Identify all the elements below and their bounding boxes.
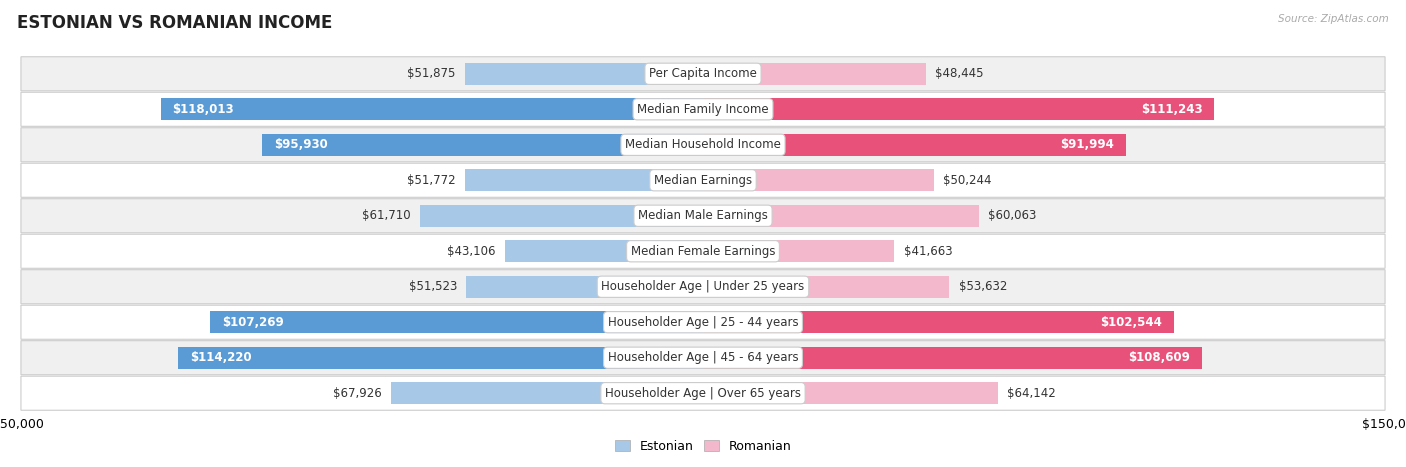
Text: ESTONIAN VS ROMANIAN INCOME: ESTONIAN VS ROMANIAN INCOME [17, 14, 332, 32]
Text: Householder Age | Under 25 years: Householder Age | Under 25 years [602, 280, 804, 293]
Bar [703, 98, 1213, 120]
FancyBboxPatch shape [21, 234, 1385, 268]
Text: $67,926: $67,926 [333, 387, 382, 400]
Bar [160, 98, 703, 120]
Text: Householder Age | Over 65 years: Householder Age | Over 65 years [605, 387, 801, 400]
Text: $48,445: $48,445 [935, 67, 983, 80]
Bar [703, 134, 1126, 156]
FancyBboxPatch shape [21, 305, 1385, 339]
Bar [703, 169, 934, 191]
Text: $41,663: $41,663 [904, 245, 952, 258]
FancyBboxPatch shape [21, 341, 1385, 375]
Text: Per Capita Income: Per Capita Income [650, 67, 756, 80]
Bar [467, 276, 703, 298]
Bar [179, 347, 703, 369]
Bar [703, 205, 979, 227]
Text: $102,544: $102,544 [1101, 316, 1163, 329]
Text: $118,013: $118,013 [173, 103, 233, 116]
Bar [703, 276, 949, 298]
Text: Householder Age | 25 - 44 years: Householder Age | 25 - 44 years [607, 316, 799, 329]
Text: Median Female Earnings: Median Female Earnings [631, 245, 775, 258]
Text: $107,269: $107,269 [222, 316, 284, 329]
Text: $51,875: $51,875 [408, 67, 456, 80]
Bar [703, 63, 925, 85]
Text: Source: ZipAtlas.com: Source: ZipAtlas.com [1278, 14, 1389, 24]
FancyBboxPatch shape [21, 92, 1385, 126]
Bar [263, 134, 703, 156]
FancyBboxPatch shape [21, 128, 1385, 162]
Text: $43,106: $43,106 [447, 245, 496, 258]
Bar [505, 240, 703, 262]
Text: $50,244: $50,244 [943, 174, 991, 187]
Text: $51,523: $51,523 [409, 280, 457, 293]
Text: $61,710: $61,710 [361, 209, 411, 222]
FancyBboxPatch shape [21, 163, 1385, 197]
FancyBboxPatch shape [21, 199, 1385, 233]
Text: $53,632: $53,632 [959, 280, 1007, 293]
Text: Householder Age | 45 - 64 years: Householder Age | 45 - 64 years [607, 351, 799, 364]
Text: Median Earnings: Median Earnings [654, 174, 752, 187]
Text: $95,930: $95,930 [274, 138, 328, 151]
Text: $91,994: $91,994 [1060, 138, 1114, 151]
Bar [465, 63, 703, 85]
Text: $114,220: $114,220 [190, 351, 252, 364]
Legend: Estonian, Romanian: Estonian, Romanian [610, 435, 796, 458]
Bar [391, 382, 703, 404]
Text: $64,142: $64,142 [1007, 387, 1056, 400]
Text: $111,243: $111,243 [1140, 103, 1202, 116]
Bar [703, 382, 998, 404]
Text: $51,772: $51,772 [408, 174, 456, 187]
Bar [703, 311, 1174, 333]
Bar [211, 311, 703, 333]
Text: Median Family Income: Median Family Income [637, 103, 769, 116]
Bar [465, 169, 703, 191]
Bar [703, 347, 1202, 369]
FancyBboxPatch shape [21, 57, 1385, 91]
Bar [419, 205, 703, 227]
Text: $108,609: $108,609 [1129, 351, 1191, 364]
Text: Median Household Income: Median Household Income [626, 138, 780, 151]
Text: Median Male Earnings: Median Male Earnings [638, 209, 768, 222]
Bar [703, 240, 894, 262]
Text: $60,063: $60,063 [988, 209, 1036, 222]
FancyBboxPatch shape [21, 376, 1385, 410]
FancyBboxPatch shape [21, 270, 1385, 304]
